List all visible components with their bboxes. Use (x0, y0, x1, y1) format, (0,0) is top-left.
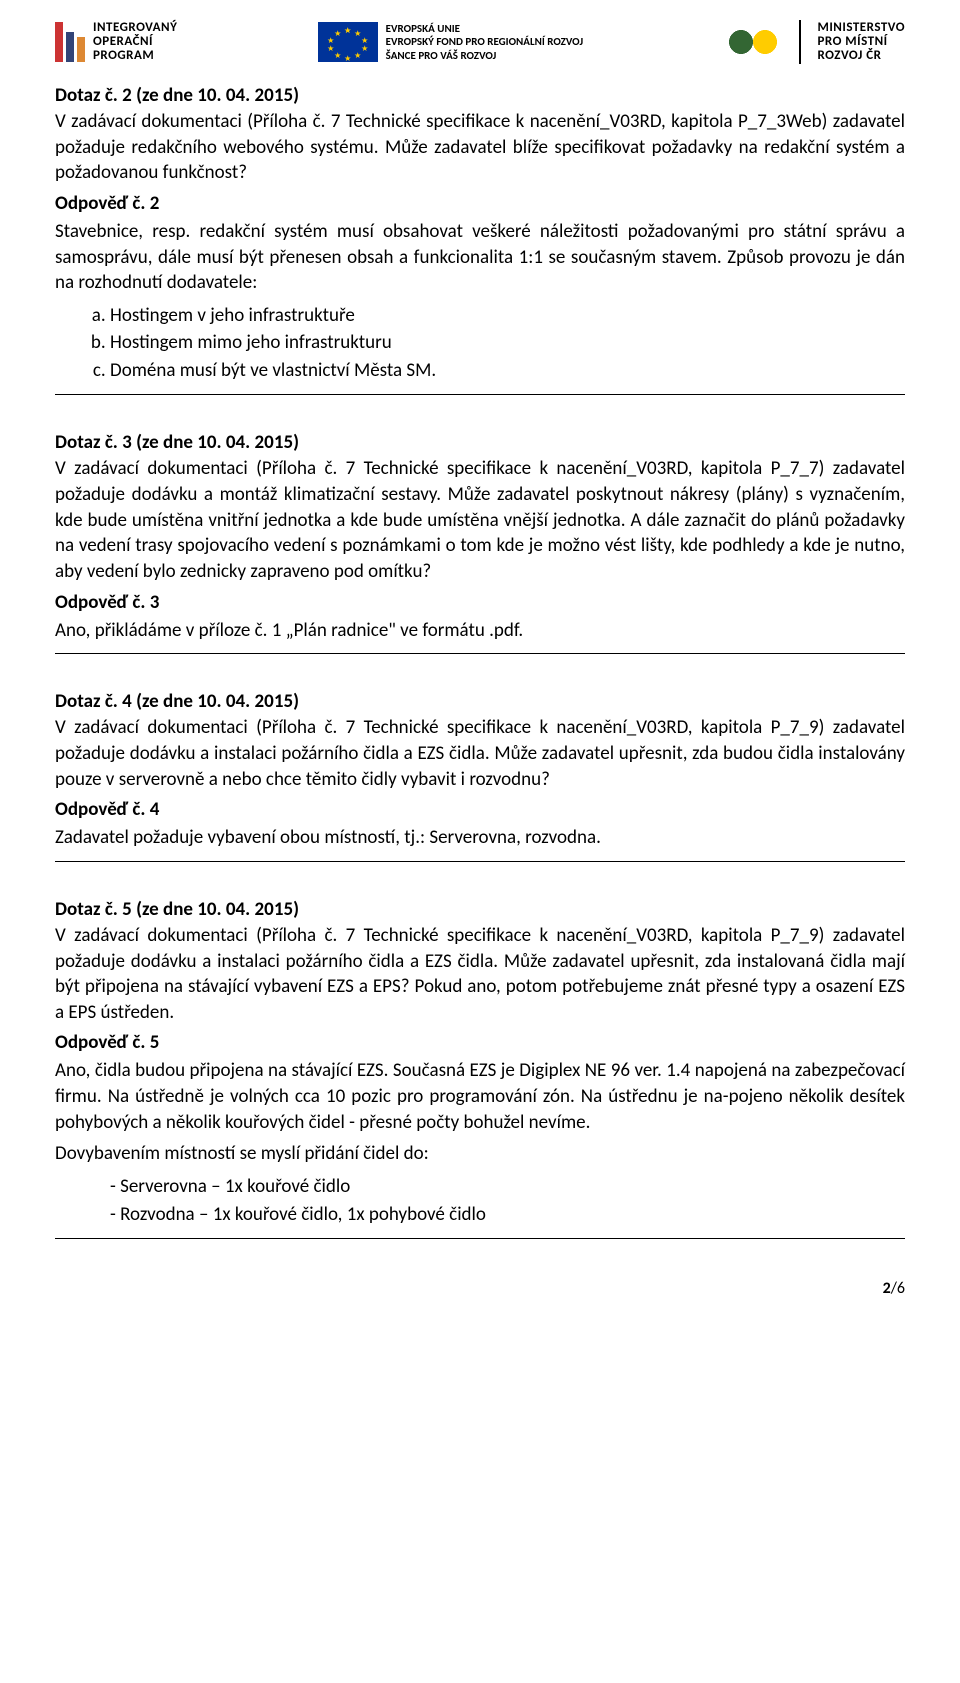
divider (55, 394, 905, 395)
eu-line2: EVROPSKÝ FOND PRO REGIONÁLNÍ ROZVOJ (386, 35, 583, 48)
question-2: Dotaz č. 2 (ze dne 10. 04. 2015) V zadáv… (55, 84, 905, 384)
page: INTEGROVANÝ OPERAČNÍ PROGRAM EVROPSKÁ UN… (0, 0, 960, 1318)
q4-title: Dotaz č. 4 (ze dne 10. 04. 2015) (55, 690, 905, 713)
page-number: 2/6 (55, 1279, 905, 1298)
q3-ans-body: Ano, přikládáme v příloze č. 1 „Plán rad… (55, 618, 905, 644)
q3-title: Dotaz č. 3 (ze dne 10. 04. 2015) (55, 431, 905, 454)
q5-ans-title: Odpověď č. 5 (55, 1031, 905, 1054)
iop-text: INTEGROVANÝ OPERAČNÍ PROGRAM (93, 21, 177, 64)
page-current: 2 (883, 1279, 891, 1298)
header-logos: INTEGROVANÝ OPERAČNÍ PROGRAM EVROPSKÁ UN… (55, 20, 905, 64)
q5-title: Dotaz č. 5 (ze dne 10. 04. 2015) (55, 898, 905, 921)
divider (55, 861, 905, 862)
question-3: Dotaz č. 3 (ze dne 10. 04. 2015) V zadáv… (55, 431, 905, 643)
list-item: Rozvodna – 1x kouřové čidlo, 1x pohybové… (110, 1201, 905, 1229)
divider (55, 653, 905, 654)
eu-flag-icon (318, 22, 378, 62)
logo-iop: INTEGROVANÝ OPERAČNÍ PROGRAM (55, 21, 177, 64)
q5-body: V zadávací dokumentaci (Příloha č. 7 Tec… (55, 923, 905, 1026)
question-5: Dotaz č. 5 (ze dne 10. 04. 2015) V zadáv… (55, 898, 905, 1228)
q2-title: Dotaz č. 2 (ze dne 10. 04. 2015) (55, 84, 905, 107)
q2-ans-body: Stavebnice, resp. redakční systém musí o… (55, 219, 905, 296)
q3-body: V zadávací dokumentaci (Příloha č. 7 Tec… (55, 456, 905, 584)
q4-ans-title: Odpověď č. 4 (55, 798, 905, 821)
page-total: /6 (891, 1279, 905, 1298)
iop-line3: PROGRAM (93, 49, 177, 63)
q2-body: V zadávací dokumentaci (Příloha č. 7 Tec… (55, 109, 905, 186)
eu-text: EVROPSKÁ UNIE EVROPSKÝ FOND PRO REGIONÁL… (386, 22, 583, 62)
iop-line2: OPERAČNÍ (93, 35, 177, 49)
divider (55, 1238, 905, 1239)
mmr-line2: PRO MÍSTNÍ (817, 35, 905, 49)
iop-bars-icon (55, 22, 85, 62)
q2-ans-title: Odpověď č. 2 (55, 192, 905, 215)
list-item: Hostingem mimo jeho infrastrukturu (110, 329, 905, 357)
q5-ans-body2: Dovybavením místností se myslí přidání č… (55, 1141, 905, 1167)
q5-ans-list: Serverovna – 1x kouřové čidlo Rozvodna –… (55, 1173, 905, 1228)
logo-mmr: MINISTERSTVO PRO MÍSTNÍ ROZVOJ ČR (723, 20, 905, 64)
logo-eu: EVROPSKÁ UNIE EVROPSKÝ FOND PRO REGIONÁL… (318, 22, 583, 62)
q4-ans-body: Zadavatel požaduje vybavení obou místnos… (55, 825, 905, 851)
list-item: Serverovna – 1x kouřové čidlo (110, 1173, 905, 1201)
question-4: Dotaz č. 4 (ze dne 10. 04. 2015) V zadáv… (55, 690, 905, 851)
mmr-line3: ROZVOJ ČR (817, 49, 905, 63)
iop-line1: INTEGROVANÝ (93, 21, 177, 35)
mmr-swirl-icon (723, 22, 783, 62)
mmr-text: MINISTERSTVO PRO MÍSTNÍ ROZVOJ ČR (817, 21, 905, 64)
list-item: Doména musí být ve vlastnictví Města SM. (110, 357, 905, 385)
mmr-line1: MINISTERSTVO (817, 21, 905, 35)
eu-line1: EVROPSKÁ UNIE (386, 22, 583, 35)
q3-ans-title: Odpověď č. 3 (55, 591, 905, 614)
q5-ans-body: Ano, čidla budou připojena na stávající … (55, 1058, 905, 1135)
eu-line3: ŠANCE PRO VÁŠ ROZVOJ (386, 49, 583, 62)
list-item: Hostingem v jeho infrastruktuře (110, 302, 905, 330)
q2-ans-list: Hostingem v jeho infrastruktuře Hostinge… (55, 302, 905, 385)
q4-body: V zadávací dokumentaci (Příloha č. 7 Tec… (55, 715, 905, 792)
